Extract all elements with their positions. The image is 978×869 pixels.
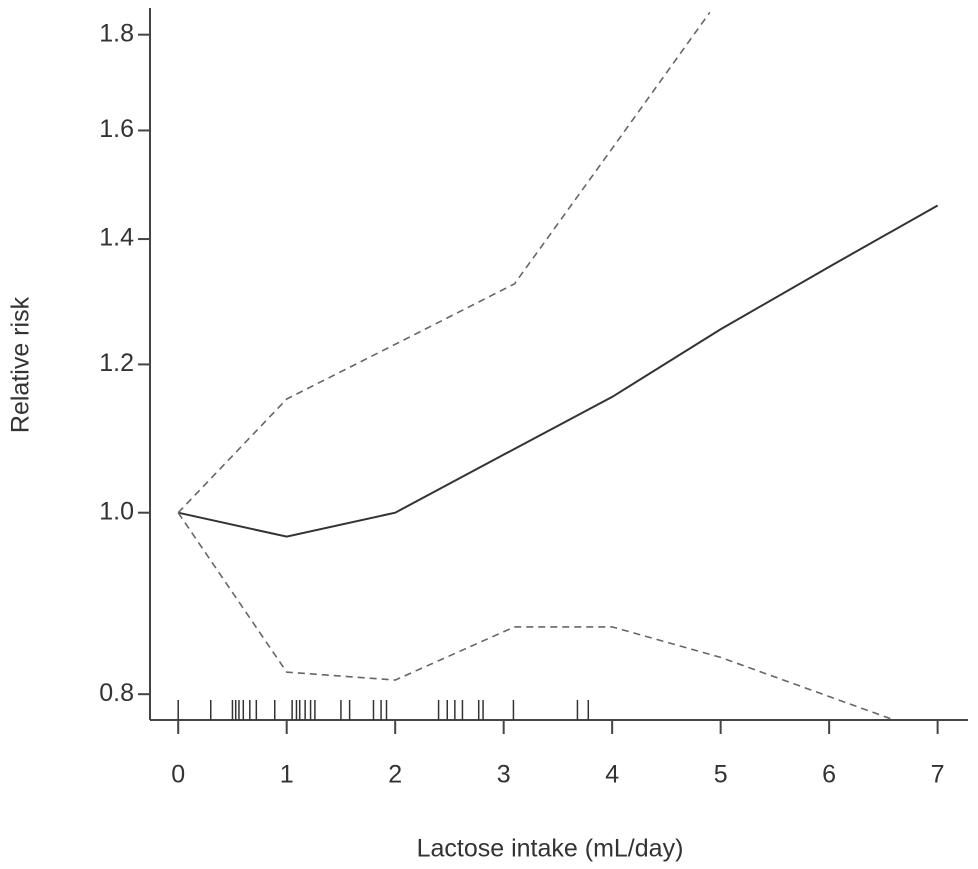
x-tick-label: 0 (171, 761, 185, 789)
line (177, 512, 895, 720)
line (177, 204, 939, 538)
x-axis-label: Lactose intake (mL/day) (417, 835, 684, 863)
x-tick-label: 3 (497, 761, 511, 789)
y-tick-label: 1.0 (99, 497, 134, 525)
y-tick-label: 0.8 (99, 679, 134, 707)
x-tick-label: 5 (714, 761, 728, 789)
x-tick-label: 7 (931, 761, 945, 789)
y-tick-label: 1.8 (99, 19, 134, 47)
x-tick-label: 1 (280, 761, 294, 789)
x-tick-label: 4 (605, 761, 619, 789)
y-tick-label: 1.2 (99, 349, 134, 377)
x-tick-label: 2 (388, 761, 402, 789)
y-tick-label: 1.6 (99, 115, 134, 143)
x-tick-label: 6 (822, 761, 836, 789)
plot-area (177, 11, 939, 720)
y-axis-label: Relative risk (7, 296, 35, 433)
y-tick-label: 1.4 (99, 224, 134, 252)
line (177, 11, 711, 514)
